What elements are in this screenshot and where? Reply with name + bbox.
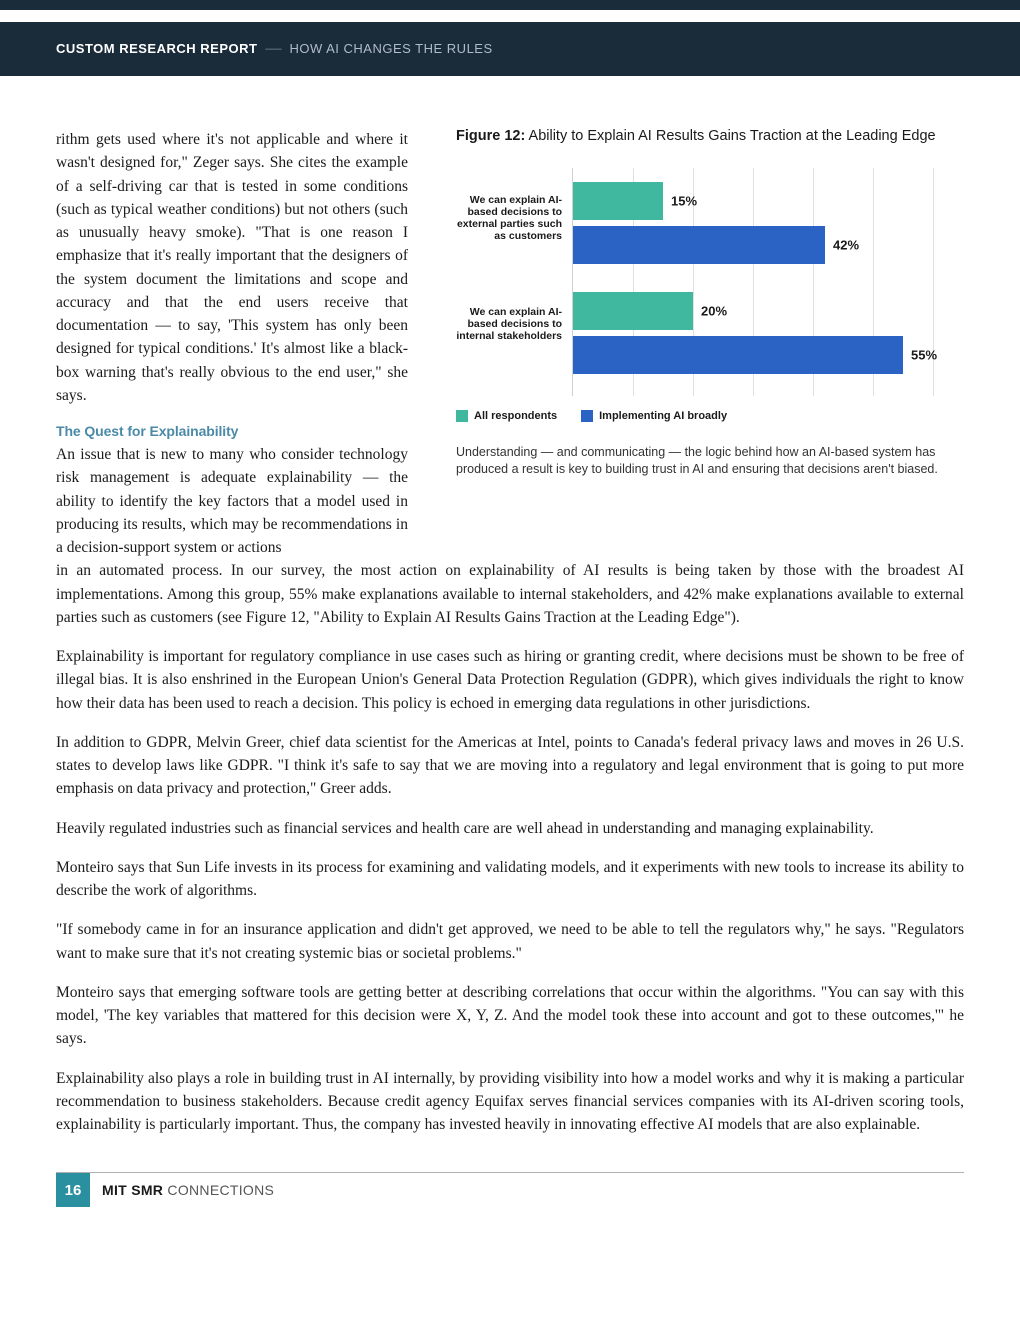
legend-swatch — [456, 410, 468, 422]
chart-legend: All respondents Implementing AI broadly — [456, 410, 964, 422]
chart-bar: 42% — [573, 226, 825, 264]
top-bar — [0, 0, 1020, 10]
body-para: An issue that is new to many who conside… — [56, 443, 408, 559]
figure-text: Ability to Explain AI Results Gains Trac… — [525, 128, 935, 144]
header-bar: CUSTOM RESEARCH REPORT — HOW AI CHANGES … — [0, 22, 1020, 76]
legend-item: All respondents — [456, 410, 557, 422]
bar-chart: We can explain AI-based decisions to ext… — [456, 168, 964, 396]
page-number: 16 — [56, 1173, 90, 1207]
chart-cat-label: We can explain AI-based decisions to ext… — [456, 194, 562, 242]
section-heading: The Quest for Explainability — [56, 423, 408, 439]
footer-brand: MIT SMR CONNECTIONS — [102, 1182, 274, 1198]
bar-value-label: 42% — [833, 238, 859, 253]
body-para: "If somebody came in for an insurance ap… — [56, 918, 964, 965]
bar-value-label: 55% — [911, 348, 937, 363]
body-para: Heavily regulated industries such as fin… — [56, 817, 964, 840]
footer-light: CONNECTIONS — [163, 1182, 274, 1198]
chart-bar: 15% — [573, 182, 663, 220]
bar-value-label: 15% — [671, 194, 697, 209]
body-para: Monteiro says that Sun Life invests in i… — [56, 856, 964, 903]
legend-label: All respondents — [474, 410, 557, 422]
full-width-text: in an automated process. In our survey, … — [56, 559, 964, 1136]
figure-12: Figure 12: Ability to Explain AI Results… — [456, 128, 964, 478]
report-subtitle: HOW AI CHANGES THE RULES — [289, 41, 492, 56]
chart-y-labels: We can explain AI-based decisions to ext… — [456, 168, 572, 396]
legend-swatch — [581, 410, 593, 422]
page-content: rithm gets used where it's not applicabl… — [0, 76, 1020, 1136]
body-para: Monteiro says that emerging software too… — [56, 981, 964, 1051]
body-para: Explainability is important for regulato… — [56, 645, 964, 715]
body-para: In addition to GDPR, Melvin Greer, chief… — [56, 731, 964, 801]
left-column: rithm gets used where it's not applicabl… — [56, 128, 408, 559]
figure-caption: Understanding — and communicating — the … — [456, 444, 964, 478]
bar-value-label: 20% — [701, 304, 727, 319]
body-para: in an automated process. In our survey, … — [56, 559, 964, 629]
page-footer: 16 MIT SMR CONNECTIONS — [56, 1172, 964, 1207]
chart-cat-label: We can explain AI-based decisions to int… — [456, 306, 562, 342]
figure-number: Figure 12: — [456, 128, 525, 144]
body-para: rithm gets used where it's not applicabl… — [56, 128, 408, 407]
dash: — — [265, 40, 281, 57]
chart-bar: 55% — [573, 336, 903, 374]
chart-bar: 20% — [573, 292, 693, 330]
chart-plot: 15% 42% 20% 55% — [572, 168, 964, 396]
legend-label: Implementing AI broadly — [599, 410, 727, 422]
footer-bold: MIT SMR — [102, 1182, 163, 1198]
report-type: CUSTOM RESEARCH REPORT — [56, 41, 257, 56]
figure-title: Figure 12: Ability to Explain AI Results… — [456, 128, 964, 144]
legend-item: Implementing AI broadly — [581, 410, 727, 422]
body-para: Explainability also plays a role in buil… — [56, 1067, 964, 1137]
